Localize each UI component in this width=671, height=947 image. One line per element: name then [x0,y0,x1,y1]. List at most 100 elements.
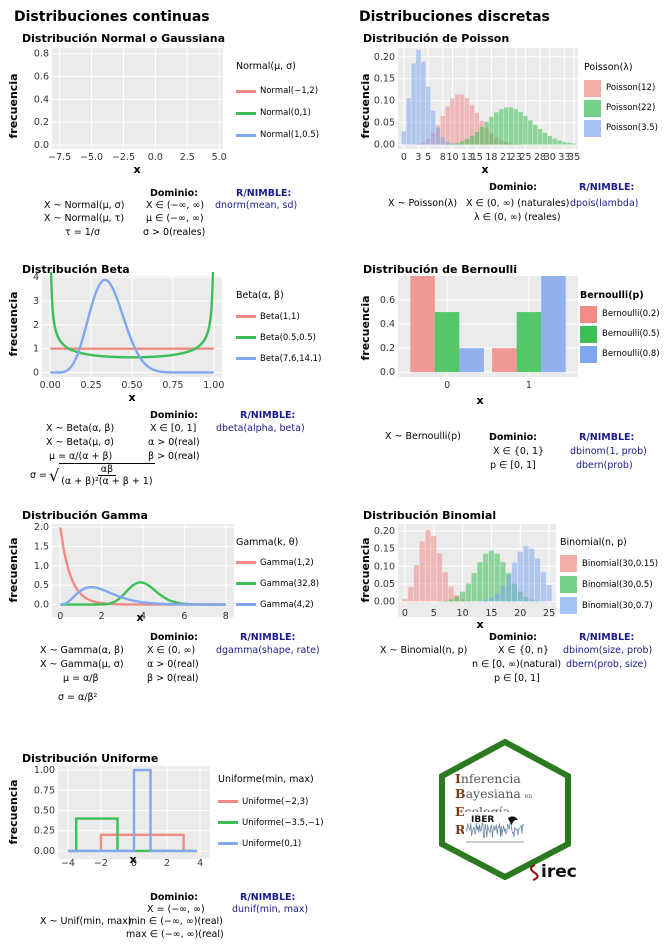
y-tick-label: 0.0 [34,600,49,611]
uniform-nimble-1: dunif(min, max) [232,904,309,915]
x-tick-label: 2 [99,611,105,622]
poisson-domain-1: X ∈ (0, ∞) (naturales) [466,198,570,209]
bernoulli-bar [410,276,435,373]
binomial-bar [517,551,523,602]
beta-domain-2: α > 0(real) [148,437,200,448]
y-tick-label: 2 [33,320,39,331]
bird-icon [508,816,518,825]
uniform-chart: 0.00 0.25 0.50 0.75 1.00 −4 −2 0 2 4 frecuencia x [7,765,210,869]
normal-xlabel: x [133,163,140,176]
bernoulli-nimble-2: dbern(prob) [576,460,633,471]
x-tick-label: 0.25 [81,380,102,391]
poisson-bar [445,106,450,145]
binomial-domain-3: p ∈ [0, 1] [494,673,540,684]
y-tick-label: 0.00 [34,846,55,857]
binomial-bar [494,593,500,602]
poisson-bar [474,131,479,145]
gamma-nimble-header: R/NIMBLE: [240,632,296,643]
y-tick-label: 1.5 [34,541,49,552]
binomial-bar [477,600,483,602]
normal-chart: 0.0 0.2 0.4 0.6 0.8 −7.5 −5.0 −2.5 0.0 2.5 5.0 fre… [0,44,227,176]
irec-swirl-icon [529,863,539,881]
poisson-xlabel: x [481,163,488,176]
poisson-bar [450,98,455,145]
poisson-bar [567,142,572,145]
x-tick-label: 0.0 [148,152,163,163]
poisson-bar [513,109,518,145]
x-tick-label: 5 [425,152,431,163]
y-tick-label: 0.25 [34,826,55,837]
normal-formula-3: τ = 1/σ [65,227,100,238]
poisson-ylabel: frecuencia [359,73,372,138]
binomial-bar [413,565,420,602]
poisson-bar [552,138,557,145]
poisson-title: Distribución de Poisson [363,32,510,45]
poisson-bar [435,127,441,145]
legend-item: Binomial(30,0.15) [582,558,659,569]
bernoulli-legend-title: Bernoulli(p) [580,290,644,301]
uniform-title: Distribución Uniforme [22,752,159,765]
y-tick-label: 0.15 [374,544,395,555]
y-tick-label: 0.2 [380,343,395,354]
y-tick-label: 0.6 [380,295,395,306]
bernoulli-domain-1: X ∈ {0, 1} [493,446,545,457]
y-tick-label: 0.75 [34,785,55,796]
legend-item: Binomial(30,0.5) [582,579,653,590]
binomial-bar [494,553,500,602]
gamma-domain-2: α > 0(real) [147,659,199,670]
binomial-bar [488,550,495,602]
x-tick-label: 8 [440,152,446,163]
poisson-bar [571,143,577,145]
legend-item: Uniforme(0,1) [242,838,302,849]
x-tick-label: 0.75 [162,380,183,391]
x-tick-label: 0 [57,611,63,622]
y-tick-label: 0.00 [374,596,395,607]
binomial-bar [459,591,466,602]
bernoulli-bar [516,312,542,373]
y-tick-label: 1.0 [34,561,49,572]
y-tick-label: 0.0 [380,367,395,378]
y-tick-label: 1 [33,344,39,355]
uniform-ylabel: frecuencia [7,779,20,844]
x-tick-label: 28 [534,152,546,163]
x-tick-label: 0 [444,380,450,391]
legend-item: Uniforme(−2,3) [242,796,309,807]
binomial-nimble-2: dbern(prob, size) [566,659,648,670]
uniform-legend: Uniforme(−2,3) Uniforme(−3.5,−1) Uniform… [218,791,324,854]
normal-domain-3: σ > 0(reales) [143,227,206,238]
bernoulli-nimble-1: dbinom(1, prob) [570,446,647,457]
legend-item: Beta(7.6,14.1) [260,353,322,364]
x-tick-label: 25 [519,152,531,163]
x-tick-label: 30 [544,152,556,163]
normal-domain-1: X ∈ (−∞, ∞) [146,200,205,211]
y-tick-label: 0.6 [34,72,49,83]
poisson-bar [445,141,450,145]
bernoulli-bar [492,348,517,373]
binomial-bar [540,572,546,602]
x-tick-label: 0.50 [121,380,142,391]
poisson-domain-2: λ ∈ (0, ∞) (reales) [474,212,561,223]
x-tick-label: 0 [401,152,407,163]
gamma-nimble-1: dgamma(shape, rate) [216,645,320,656]
poisson-bar [401,131,407,145]
legend-item: Normal(0,1) [260,108,311,118]
uniform-legend-title: Uniforme(min, max) [218,774,314,785]
y-tick-label: 0.4 [380,319,395,330]
x-tick-label: 2.5 [180,152,195,163]
binomial-bar [546,585,552,602]
gamma-domain-header: Dominio: [150,632,198,643]
legend-item: Normal(−1,2) [260,86,319,96]
binomial-bar [529,548,535,602]
beta-nimble-1: dbeta(alpha, beta) [216,423,305,434]
normal-nimble-1: dnorm(mean, sd) [215,200,298,211]
uniform-domain-header: Dominio: [150,892,198,903]
normal-formula-2: X ~ Normal(μ, τ) [44,213,125,224]
legend-item: Beta(1,1) [260,311,300,322]
poisson-bar [460,94,465,145]
poisson-bar [450,143,455,145]
y-tick-label: 4 [33,272,39,283]
binomial-legend-title: Binomial(n, p) [560,537,627,548]
beta-title: Distribución Beta [22,263,130,276]
x-tick-label: 33 [558,152,570,163]
